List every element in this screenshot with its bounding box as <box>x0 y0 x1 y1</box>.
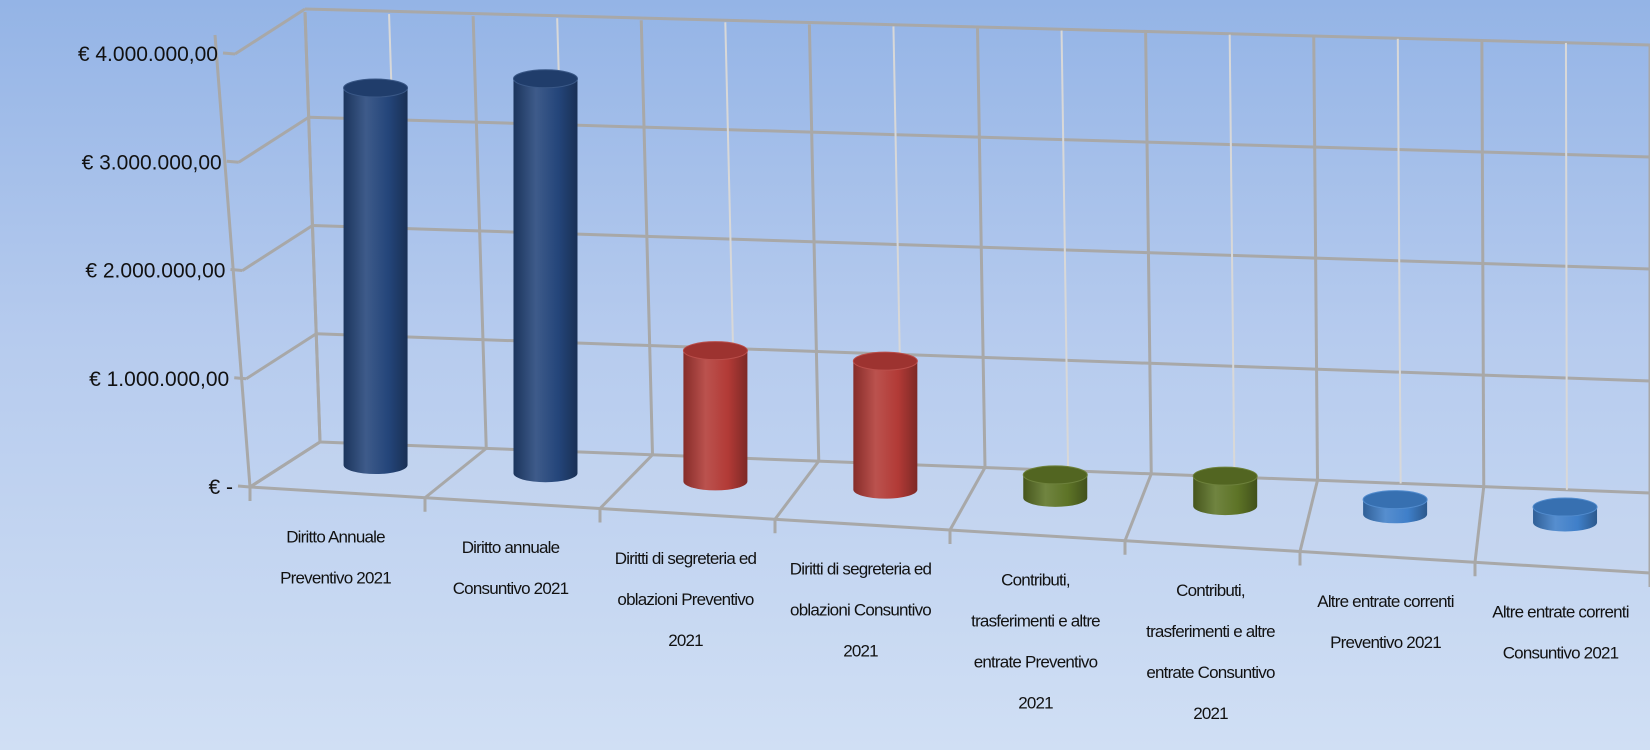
y-axis-line <box>213 34 252 488</box>
floor-divider <box>249 440 321 489</box>
back-wall-divider <box>303 11 322 443</box>
bar-top <box>852 351 918 371</box>
floor-divider <box>948 466 987 531</box>
x-axis-labels: Diritto Annuale Preventivo 2021 Diritto an… <box>280 527 1629 723</box>
bar <box>1192 466 1258 516</box>
x-tick-label: Altre entrate correnti Consuntivo 2021 <box>1492 603 1629 663</box>
back-wall-midline <box>1060 30 1070 471</box>
bar-top <box>682 341 748 361</box>
bar <box>1022 465 1088 507</box>
x-tick-label-line: Preventivo 2021 <box>1330 633 1441 652</box>
floor-divider <box>1123 473 1153 542</box>
x-tick-label: Contributi, trasferimenti e altre entrate … <box>1146 581 1276 723</box>
y-tick-label: € 1.000.000,00 <box>89 368 229 391</box>
floor-divider <box>424 447 488 499</box>
x-tick-label-line: trasferimenti e altre <box>971 611 1100 630</box>
x-tick-label-line: oblazioni Consuntivo <box>790 601 931 620</box>
back-wall-midline <box>1396 38 1402 484</box>
y-axis-labels: € - € 1.000.000,00 € 2.000.000,00 € 3.000.0… <box>78 43 233 499</box>
back-wall-divider <box>1144 32 1153 474</box>
x-tick-label: Diritto annuale Consuntivo 2021 <box>453 538 570 598</box>
x-tick-label-line: Contributi, <box>1001 570 1070 589</box>
y-tick-mark <box>237 484 251 489</box>
floor-divider <box>773 460 820 521</box>
y-tick-label: € 2.000.000,00 <box>85 260 225 283</box>
y-tick-label: € - <box>208 476 233 499</box>
x-tick-label-line: 2021 <box>1018 693 1053 712</box>
bar-top <box>512 69 578 89</box>
side-wall-gridline <box>241 224 314 272</box>
side-wall-gridline <box>234 7 306 56</box>
x-tick-label: Diritti di segreteria ed oblazioni Preven… <box>615 549 758 650</box>
x-tick-label-line: 2021 <box>1193 704 1228 723</box>
x-tick-label: Diritti di segreteria ed oblazioni Consun… <box>790 560 933 661</box>
y-tick-label: € 3.000.000,00 <box>82 151 222 174</box>
back-wall-midline <box>1228 34 1236 478</box>
floor-divider <box>598 453 654 510</box>
bar-body <box>343 87 408 475</box>
x-tick-label-line: Contributi, <box>1176 581 1245 600</box>
y-tick-mark <box>222 51 236 56</box>
x-tick-label: Contributi, trasferimenti e altre entrate … <box>971 570 1101 712</box>
x-tick-label-line: entrate Preventivo <box>974 652 1098 671</box>
chart-bars <box>343 69 1598 532</box>
x-tick-label-line: entrate Consuntivo <box>1146 663 1275 682</box>
back-wall-divider <box>639 20 654 455</box>
y-tick-label: € 4.000.000,00 <box>78 43 218 66</box>
bar-top <box>1532 497 1598 517</box>
x-tick-label-line: Preventivo 2021 <box>280 568 391 587</box>
floor-divider <box>1298 479 1319 552</box>
bar-top <box>1192 466 1258 486</box>
x-tick-label-line: Altre entrate correnti <box>1317 592 1453 611</box>
y-tick-mark <box>226 159 239 164</box>
bar-body <box>683 350 748 491</box>
x-tick-label: Altre entrate correnti Preventivo 2021 <box>1317 592 1454 652</box>
back-wall-divider <box>807 24 821 462</box>
x-tick-label-line: Consuntivo 2021 <box>1503 644 1619 663</box>
floor-plane <box>250 442 1650 573</box>
bar <box>343 78 409 475</box>
x-tick-label-line: Consuntivo 2021 <box>453 579 569 598</box>
x-tick-label-line: Diritti di segreteria ed <box>615 549 757 568</box>
x-tick-label-line: oblazioni Preventivo <box>617 590 753 609</box>
bar-body <box>853 361 918 499</box>
x-tick-label-line: Altre entrate correnti <box>1492 603 1628 622</box>
x-tick-label-line: Diritti di segreteria ed <box>790 560 932 579</box>
bar-top <box>1362 490 1428 510</box>
x-tick-label-line: 2021 <box>668 631 703 650</box>
bar <box>1362 490 1428 524</box>
bar-body <box>513 78 578 483</box>
x-tick-label: Diritto Annuale Preventivo 2021 <box>280 527 392 587</box>
chart-gridlines <box>213 7 1650 587</box>
back-wall-gridline <box>304 7 1650 47</box>
side-wall-gridline <box>237 115 310 164</box>
bar-top <box>343 78 409 98</box>
side-wall-gridline <box>245 332 318 381</box>
x-tick-label-line: Diritto Annuale <box>286 527 385 546</box>
back-wall-divider <box>976 28 987 468</box>
x-tick-label-line: trasferimenti e altre <box>1146 622 1275 641</box>
bar <box>1532 497 1598 532</box>
bar-body <box>1193 476 1258 516</box>
floor-divider <box>1473 486 1486 563</box>
back-wall-divider <box>1312 36 1319 481</box>
x-tick-label-line: Diritto annuale <box>462 538 560 557</box>
bar <box>682 341 748 491</box>
chart-floor <box>250 442 1650 573</box>
bar-top <box>1022 465 1088 485</box>
back-wall-divider <box>1480 40 1486 487</box>
back-wall-divider <box>471 16 488 449</box>
bar <box>512 69 578 483</box>
x-tick-label-line: 2021 <box>843 642 878 661</box>
back-wall-midline <box>1564 42 1568 490</box>
bar <box>852 351 918 499</box>
